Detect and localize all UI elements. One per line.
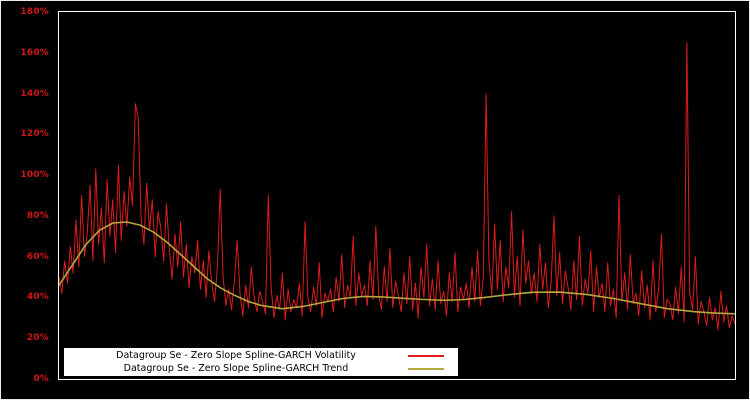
legend-item-volatility: Datagroup Se - Zero Slope Spline-GARCH V… xyxy=(64,349,458,362)
y-tick-label: 60% xyxy=(26,251,49,262)
y-tick-label: 120% xyxy=(20,129,49,140)
legend-label-volatility: Datagroup Se - Zero Slope Spline-GARCH V… xyxy=(116,350,356,361)
legend-label-trend: Datagroup Se - Zero Slope Spline-GARCH T… xyxy=(123,363,349,374)
y-tick-label: 40% xyxy=(26,292,49,303)
plot-area: Datagroup Se - Zero Slope Spline-GARCH V… xyxy=(58,11,736,380)
y-axis-labels: 0% 20% 40% 60% 80% 100% 120% 140% 160% 180% xyxy=(1,7,54,384)
legend: Datagroup Se - Zero Slope Spline-GARCH V… xyxy=(64,348,458,376)
legend-swatch-trend-line xyxy=(408,367,444,370)
y-tick-label: 160% xyxy=(20,47,49,58)
y-tick-label: 80% xyxy=(26,210,49,221)
y-tick-label: 180% xyxy=(20,7,49,17)
y-tick-label: 20% xyxy=(26,333,49,344)
series-svg xyxy=(59,42,735,331)
y-tick-label: 0% xyxy=(33,374,49,384)
legend-item-trend: Datagroup Se - Zero Slope Spline-GARCH T… xyxy=(64,362,458,375)
y-tick-label: 140% xyxy=(20,88,49,99)
y-tick-label: 100% xyxy=(20,170,49,181)
legend-swatch-volatility-line xyxy=(408,354,444,357)
